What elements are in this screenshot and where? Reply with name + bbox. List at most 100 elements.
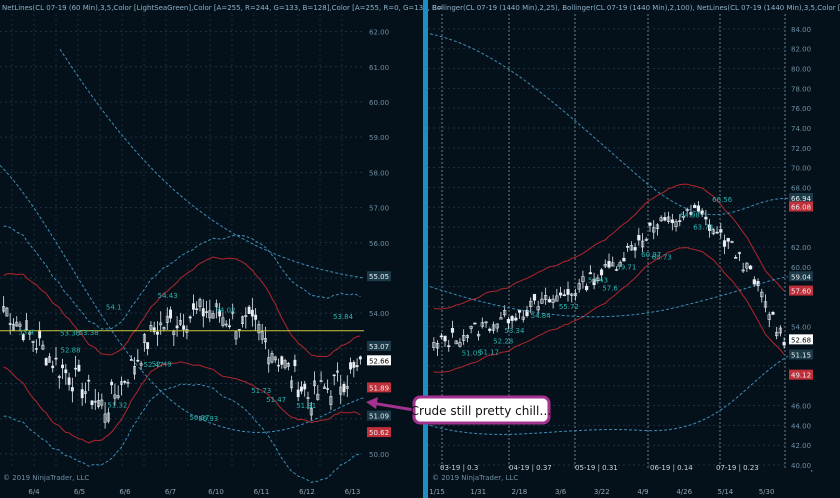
right-candle-body (655, 224, 660, 230)
left-copyright: © 2019 NinjaTrader, LLC (3, 474, 89, 482)
right-candle-body (491, 324, 496, 331)
left-candle-body (273, 356, 277, 361)
right-price-tick: 68.00 (791, 184, 811, 192)
left-candle-body (277, 364, 280, 367)
right-level-label: 55.72 (559, 303, 579, 311)
left-candle-body (283, 360, 287, 369)
left-level-label: 52.47 (144, 361, 164, 369)
left-candle-body (267, 357, 271, 365)
right-candle-body (603, 264, 607, 267)
right-bb100-lower (429, 355, 789, 435)
left-time-tick: 6/7 (165, 488, 176, 496)
right-candle-body (670, 219, 674, 224)
right-price-tag-label: 59.04 (791, 273, 812, 281)
right-price-tick: 80.00 (791, 66, 811, 74)
left-candle-body (38, 330, 42, 339)
left-candle-body (97, 400, 100, 407)
left-price-tag: 51.89 (367, 382, 391, 393)
right-price-axis[interactable]: 84.00 82.00 80.00 78.00 76.00 74.00 72.00 70.00… (788, 14, 840, 470)
right-bb25-lower (433, 247, 785, 373)
callout-arrow-head (366, 397, 378, 409)
right-price-tag-bg (789, 285, 813, 296)
left-price-tag: 55.05 (367, 271, 391, 282)
left-candle-body (182, 325, 186, 330)
right-price-tag-bg (789, 369, 813, 380)
left-candle-body (18, 323, 22, 327)
right-level-label: 52.28 (493, 337, 513, 345)
left-candle-body (77, 364, 81, 372)
left-time-axis[interactable]: 6/4 6/5 6/6 6/7 6/10 6/11 6/12 6/13 (0, 484, 423, 498)
right-price-tag-label: 52.68 (791, 336, 811, 344)
right-candle-body (506, 319, 510, 324)
left-candle-body (224, 323, 228, 326)
left-candle-body (116, 395, 120, 398)
right-candle-body (667, 216, 671, 222)
left-candle-body (228, 325, 231, 328)
left-price-tag-label: 53.07 (369, 343, 389, 351)
right-candle-body (439, 335, 443, 338)
right-candle-body (674, 221, 678, 227)
left-candle-body (221, 317, 225, 326)
right-candle-body (685, 209, 689, 211)
right-candle-body (711, 229, 715, 235)
left-candle-body (345, 386, 349, 389)
right-price-tick: 84.00 (791, 26, 811, 34)
right-candle-body (704, 216, 708, 220)
right-copyright: © 2019 NinjaTrader, LLC (432, 474, 518, 482)
right-candle-body (767, 314, 771, 320)
right-candle-body (737, 252, 742, 255)
left-price-tag-bg (367, 427, 391, 438)
left-candle-body (188, 316, 192, 319)
left-candle-body (342, 384, 346, 393)
right-candle-body (488, 328, 492, 331)
left-time-axis-bg (0, 484, 423, 498)
left-time-tick: 6/11 (254, 488, 270, 496)
left-candle-body (257, 324, 261, 334)
right-time-axis[interactable]: 1/15 1/31 2/18 3/6 3/22 4/9 4/26 5/14 5/30 (428, 484, 840, 498)
right-candle-body (708, 224, 712, 231)
left-band-outer-upper (3, 225, 361, 330)
left-candle-body (201, 308, 205, 317)
right-price-tag: 66.08 (789, 201, 813, 212)
right-candle-body (480, 322, 484, 327)
left-price-tick: 58.00 (369, 169, 389, 177)
right-time-tick: 2/18 (512, 488, 528, 496)
left-candle-body (208, 310, 212, 319)
left-price-tag: 53.07 (367, 340, 391, 351)
left-candle-body (120, 381, 123, 385)
left-candle-body (172, 331, 176, 335)
left-candle-body (34, 348, 38, 350)
right-candle-body (540, 298, 544, 304)
right-candle-body (551, 298, 555, 303)
right-candle-body (756, 281, 760, 286)
right-price-tick: 62.00 (791, 244, 811, 252)
left-price-panel[interactable]: 54.4354.0253.3852.4752.8853.451.4750.935… (0, 48, 365, 483)
right-candle-body (775, 331, 779, 337)
panel-divider[interactable] (423, 0, 428, 498)
left-time-tick: 6/13 (345, 488, 361, 496)
left-candle-body (175, 325, 179, 329)
left-candle-body (352, 362, 356, 368)
left-candle-body (2, 306, 6, 312)
right-candle-body (596, 277, 600, 281)
right-axis-bg (788, 14, 840, 470)
left-candle-body (332, 374, 336, 377)
callout-annotation: Crude still pretty chill… (366, 395, 551, 425)
right-price-tick: 60.00 (791, 264, 811, 272)
left-candle-body (57, 375, 61, 378)
left-candle-body (296, 389, 300, 398)
right-price-tag-bg (789, 201, 813, 212)
right-candle-body (659, 217, 663, 222)
right-time-tick: 4/26 (676, 488, 692, 496)
left-candle-body (162, 327, 166, 330)
right-candle-body (760, 291, 764, 298)
right-bb100-upper (429, 33, 789, 216)
right-time-tick: 3/6 (555, 488, 567, 496)
left-price-tag-label: 52.66 (369, 357, 390, 365)
left-price-tick: 56.00 (369, 240, 389, 248)
right-price-tag-bg (789, 334, 813, 345)
left-candle-body (136, 359, 140, 362)
left-price-axis[interactable]: 62.00 61.00 60.00 59.00 58.00 57.00 56.00 55.05… (364, 14, 422, 468)
